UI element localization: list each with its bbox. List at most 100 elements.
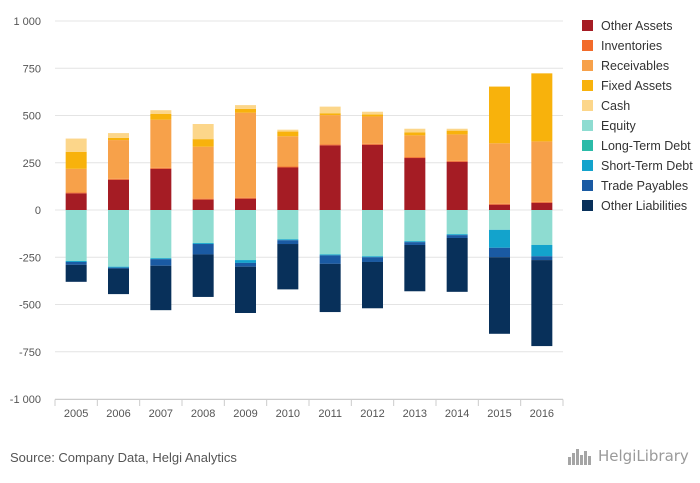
- legend-swatch: [582, 160, 593, 171]
- bar-segment: [404, 158, 426, 210]
- x-axis: 2005 2006 2007 2008 2009 2010 2011 2012 2013 2014…: [54, 399, 564, 420]
- y-axis: 1 000 750 500 250 0 -250 -500 -750 -1 000: [10, 16, 41, 406]
- legend-swatch: [582, 120, 593, 131]
- bar-segment: [446, 235, 468, 238]
- bar-segment: [65, 261, 87, 262]
- bar-segment: [65, 151, 87, 169]
- bar-segment: [319, 254, 341, 256]
- bar-segment: [108, 267, 129, 269]
- bar-segment: [404, 135, 426, 158]
- legend-label: Fixed Assets: [601, 79, 672, 93]
- bar-segment: [489, 203, 510, 205]
- legend-swatch: [582, 180, 593, 191]
- bar-segment: [235, 105, 256, 109]
- bar-segment: [65, 193, 87, 210]
- bar-segment: [150, 119, 172, 168]
- bar-segment: [192, 243, 214, 245]
- legend-item[interactable]: Short-Term Debt: [582, 159, 693, 173]
- x-tick-label: 2016: [530, 408, 554, 420]
- bar-segment: [108, 140, 129, 179]
- bar-segment: [362, 210, 383, 257]
- x-tick-label: 2011: [318, 408, 342, 420]
- bar-segment: [108, 210, 129, 267]
- legend-item[interactable]: Receivables: [582, 59, 669, 73]
- bar-segment: [277, 166, 299, 168]
- helgi-library-logo[interactable]: HelgiLibrary: [568, 447, 689, 465]
- legend-item[interactable]: Equity: [582, 119, 636, 133]
- bar-segment: [235, 112, 256, 198]
- bar-segment: [446, 134, 468, 161]
- bar-segment: [404, 128, 426, 133]
- bar-segment: [192, 139, 214, 147]
- bar-segment: [65, 138, 87, 152]
- bar-segment: [446, 237, 468, 292]
- bar-segment: [235, 262, 256, 267]
- bar-segment: [108, 133, 129, 138]
- legend-swatch: [582, 100, 593, 111]
- bar-segment: [150, 113, 172, 120]
- legend-label: Equity: [601, 119, 636, 133]
- bar-segment: [404, 132, 426, 136]
- legend-swatch: [582, 200, 593, 211]
- bar-segment: [319, 145, 341, 210]
- legend-item[interactable]: Fixed Assets: [582, 79, 672, 93]
- bar-segment: [65, 261, 87, 265]
- x-tick-label: 2006: [106, 408, 130, 420]
- legend-swatch: [582, 40, 593, 51]
- y-tick-label: -1 000: [10, 394, 41, 406]
- bar-segment: [192, 210, 214, 244]
- bar-segment: [362, 144, 383, 210]
- bar-segment: [108, 137, 129, 141]
- bar-segment: [404, 157, 426, 159]
- legend-item[interactable]: Other Assets: [582, 19, 673, 33]
- legend-label: Inventories: [601, 39, 662, 53]
- bar-segment: [489, 229, 510, 248]
- bar-segment: [319, 113, 341, 116]
- bar-segment: [277, 240, 299, 245]
- legend-swatch: [582, 60, 593, 71]
- bar-segment: [108, 179, 129, 210]
- legend-item[interactable]: Other Liabilities: [582, 199, 687, 213]
- bar-segment: [150, 110, 172, 114]
- bar-segment: [65, 264, 87, 282]
- bar-segment: [150, 167, 172, 169]
- bar-segment: [150, 259, 172, 266]
- y-tick-label: 1 000: [13, 16, 41, 28]
- bar-segment: [277, 167, 299, 210]
- bar-segment: [489, 143, 510, 204]
- bar-segment: [446, 161, 468, 210]
- bar-segment: [108, 266, 129, 268]
- city-skyline-icon: [568, 449, 591, 465]
- bar-segment: [319, 106, 341, 114]
- bar-segment: [319, 263, 341, 313]
- bar-segment: [235, 210, 256, 261]
- x-tick-label: 2014: [445, 408, 469, 420]
- bar-segment: [150, 258, 172, 260]
- source-note: Source: Company Data, Helgi Analytics: [10, 450, 237, 465]
- legend-item[interactable]: Cash: [582, 99, 630, 113]
- legend-item[interactable]: Trade Payables: [582, 179, 688, 193]
- bar-segment: [192, 244, 214, 255]
- legend-label: Other Liabilities: [601, 199, 687, 213]
- bar-segment: [531, 73, 553, 142]
- bar-segment: [489, 247, 510, 258]
- y-tick-label: -750: [19, 347, 41, 359]
- legend-item[interactable]: Inventories: [582, 39, 662, 53]
- bar-segment: [192, 199, 214, 210]
- bar-segment: [489, 210, 510, 230]
- bar-segment: [235, 260, 256, 263]
- bar-segment: [446, 234, 468, 236]
- bar-segment: [108, 178, 129, 180]
- bar-segment: [446, 130, 468, 135]
- bar-segment: [277, 239, 299, 241]
- bar-segment: [65, 210, 87, 262]
- bar-segment: [404, 241, 426, 243]
- bar-segment: [531, 256, 553, 261]
- y-tick-label: 750: [23, 63, 41, 75]
- legend-label: Short-Term Debt: [601, 159, 693, 173]
- bar-segment: [319, 255, 341, 264]
- legend-item[interactable]: Long-Term Debt: [582, 139, 691, 153]
- bar-segment: [404, 244, 426, 292]
- x-tick-label: 2009: [233, 408, 257, 420]
